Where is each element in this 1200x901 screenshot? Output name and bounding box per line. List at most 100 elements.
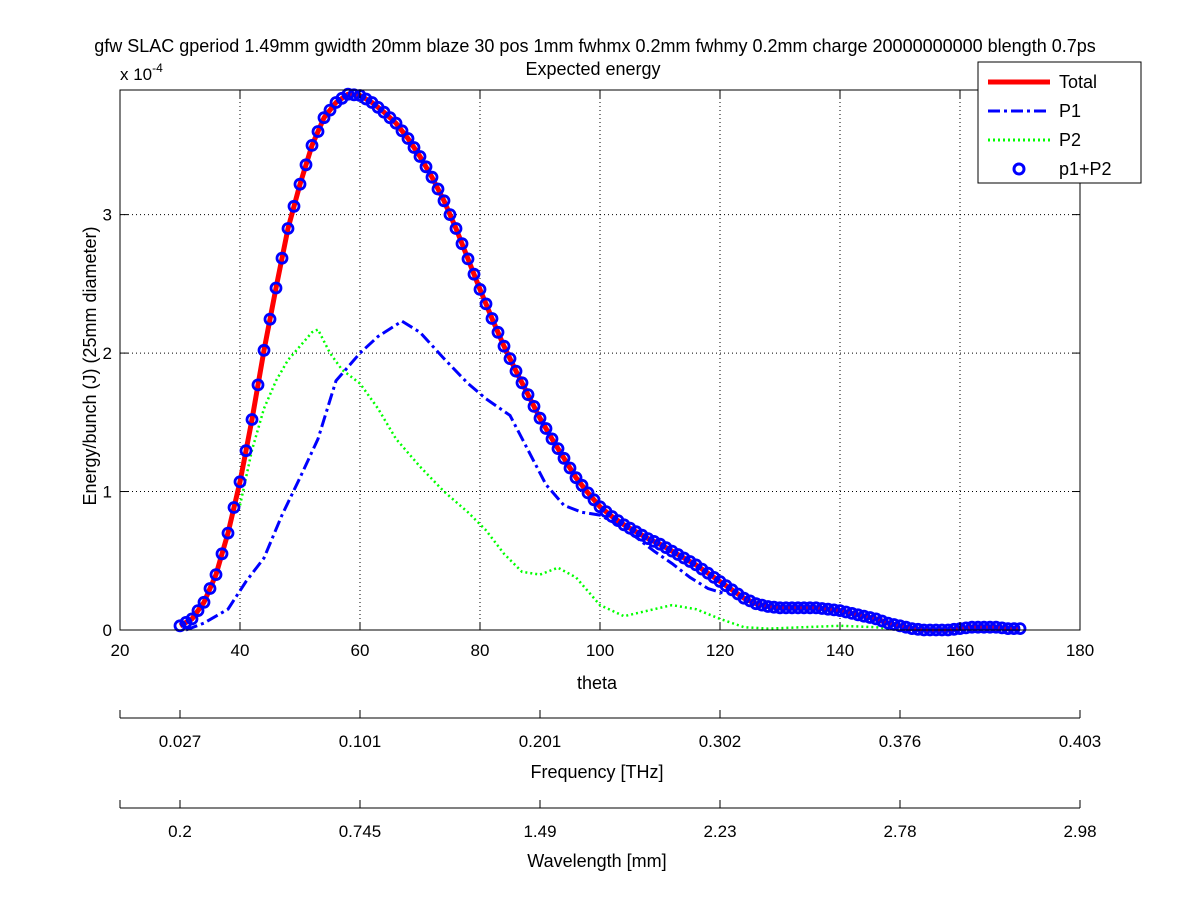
wavelength-tick-label: 2.23 bbox=[703, 822, 736, 841]
series-marker-p1-p2 bbox=[809, 601, 823, 615]
series-marker-p1-p2 bbox=[461, 252, 475, 266]
frequency-axis-label: Frequency [THz] bbox=[530, 762, 663, 782]
frequency-tick-label: 0.376 bbox=[879, 732, 922, 751]
series-marker-p1-p2 bbox=[911, 622, 925, 636]
series-marker-p1-p2 bbox=[575, 478, 589, 492]
wavelength-tick-label: 2.98 bbox=[1063, 822, 1096, 841]
series-marker-p1-p2 bbox=[767, 600, 781, 614]
series-marker-p1-p2 bbox=[749, 597, 763, 611]
series-marker-p1-p2 bbox=[209, 568, 223, 581]
series-marker-p1-p2 bbox=[821, 602, 835, 616]
legend-label-sum: p1+P2 bbox=[1059, 159, 1112, 179]
series-marker-p1-p2 bbox=[443, 208, 457, 222]
series-marker-p1-p2 bbox=[395, 124, 409, 138]
y-multiplier-exponent: -4 bbox=[152, 61, 163, 75]
series-marker-p1-p2 bbox=[977, 620, 991, 634]
series-marker-p1-p2 bbox=[833, 604, 847, 617]
y-tick-label: 3 bbox=[103, 206, 112, 225]
series-marker-p1-p2 bbox=[839, 605, 853, 619]
plot-area bbox=[120, 90, 1080, 630]
frequency-tick-label: 0.302 bbox=[699, 732, 742, 751]
series-marker-p1-p2 bbox=[551, 442, 565, 456]
series-line-p1 bbox=[185, 319, 727, 632]
series-marker-p1-p2 bbox=[215, 547, 229, 561]
series-marker-p1-p2 bbox=[413, 150, 427, 163]
series-marker-p1-p2 bbox=[899, 620, 913, 634]
series-marker-p1-p2 bbox=[425, 170, 439, 184]
series-marker-p1-p2 bbox=[233, 475, 247, 489]
series-marker-p1-p2 bbox=[341, 87, 355, 101]
series-marker-p1-p2 bbox=[449, 222, 463, 235]
series-line-p2 bbox=[238, 327, 901, 632]
frequency-tick-label: 0.403 bbox=[1059, 732, 1102, 751]
frequency-tick-label: 0.027 bbox=[159, 732, 202, 751]
series-marker-p1-p2 bbox=[227, 501, 241, 514]
series-marker-p1-p2 bbox=[491, 325, 505, 339]
wavelength-axis-ticks: 0.2 0.745 1.49 2.23 2.78 2.98 bbox=[119, 800, 1097, 841]
secondary-axes: 0.027 0.101 0.201 0.302 0.376 0.403 Frequency… bbox=[119, 710, 1102, 871]
series-marker-p1-p2 bbox=[863, 611, 877, 624]
series-marker-p1-p2 bbox=[545, 432, 559, 446]
y-tick-label: 2 bbox=[103, 344, 112, 363]
grid bbox=[120, 90, 1080, 630]
series-marker-p1-p2 bbox=[1013, 622, 1027, 635]
series-marker-p1-p2 bbox=[881, 616, 895, 630]
series-marker-p1-p2 bbox=[1007, 622, 1021, 635]
series-marker-p1-p2 bbox=[965, 620, 979, 634]
series-marker-p1-p2 bbox=[299, 158, 313, 172]
series-marker-p1-p2 bbox=[431, 182, 445, 196]
legend-label-total: Total bbox=[1059, 72, 1097, 92]
series-marker-p1-p2 bbox=[533, 411, 547, 425]
x-tick-label: 180 bbox=[1066, 641, 1094, 660]
series-marker-p1-p2 bbox=[479, 297, 493, 311]
x-tick-label: 20 bbox=[111, 641, 130, 660]
chart-title: gfw SLAC gperiod 1.49mm gwidth 20mm blaz… bbox=[94, 36, 1096, 56]
series-marker-p1-p2 bbox=[287, 199, 301, 213]
series-marker-p1-p2 bbox=[503, 352, 517, 366]
frequency-tick-label: 0.101 bbox=[339, 732, 382, 751]
series-marker-p1-p2 bbox=[527, 399, 541, 413]
series-marker-p1-p2 bbox=[785, 601, 799, 615]
series-marker-p1-p2 bbox=[269, 281, 283, 295]
series-marker-p1-p2 bbox=[947, 622, 961, 636]
series-marker-p1-p2 bbox=[971, 620, 985, 634]
series-marker-p1-p2 bbox=[407, 141, 421, 154]
y-axis-label: Energy/bunch (J) (25mm diameter) bbox=[80, 226, 100, 505]
series-marker-p1-p2 bbox=[419, 160, 433, 174]
series-marker-p1-p2 bbox=[197, 595, 211, 609]
series-marker-p1-p2 bbox=[251, 378, 265, 392]
chart-subtitle: Expected energy bbox=[525, 59, 660, 79]
wavelength-tick-label: 2.78 bbox=[883, 822, 916, 841]
series-marker-p1-p2 bbox=[905, 622, 919, 635]
y-tick-label: 1 bbox=[103, 483, 112, 502]
series-marker-p1-p2 bbox=[317, 111, 331, 125]
series-marker-p1-p2 bbox=[263, 312, 277, 326]
series-marker-p1-p2 bbox=[323, 103, 337, 117]
series-marker-p1-p2 bbox=[311, 125, 325, 138]
series-marker-p1-p2 bbox=[563, 461, 577, 475]
wavelength-tick-label: 0.745 bbox=[339, 822, 382, 841]
series-marker-p1-p2 bbox=[293, 177, 307, 191]
x-tick-label: 100 bbox=[586, 641, 614, 660]
series-marker-p1-p2 bbox=[275, 251, 289, 265]
series-marker-p1-p2 bbox=[845, 607, 859, 620]
x-axis-label: theta bbox=[577, 673, 618, 693]
series-layer bbox=[173, 87, 1027, 637]
series-marker-p1-p2 bbox=[239, 444, 253, 458]
series-marker-p1-p2 bbox=[815, 602, 829, 615]
series-marker-p1-p2 bbox=[191, 604, 205, 617]
series-marker-p1-p2 bbox=[851, 608, 865, 622]
series-marker-p1-p2 bbox=[779, 601, 793, 615]
series-marker-p1-p2 bbox=[245, 413, 259, 426]
series-marker-p1-p2 bbox=[827, 603, 841, 617]
x-tick-label: 140 bbox=[826, 641, 854, 660]
x-tick-label: 120 bbox=[706, 641, 734, 660]
series-marker-p1-p2 bbox=[989, 620, 1003, 634]
series-marker-p1-p2 bbox=[485, 312, 499, 325]
series-marker-p1-p2 bbox=[755, 598, 769, 612]
series-marker-p1-p2 bbox=[995, 621, 1009, 635]
x-tick-label: 40 bbox=[231, 641, 250, 660]
series-marker-p1-p2 bbox=[797, 601, 811, 615]
series-marker-p1-p2 bbox=[437, 194, 451, 208]
